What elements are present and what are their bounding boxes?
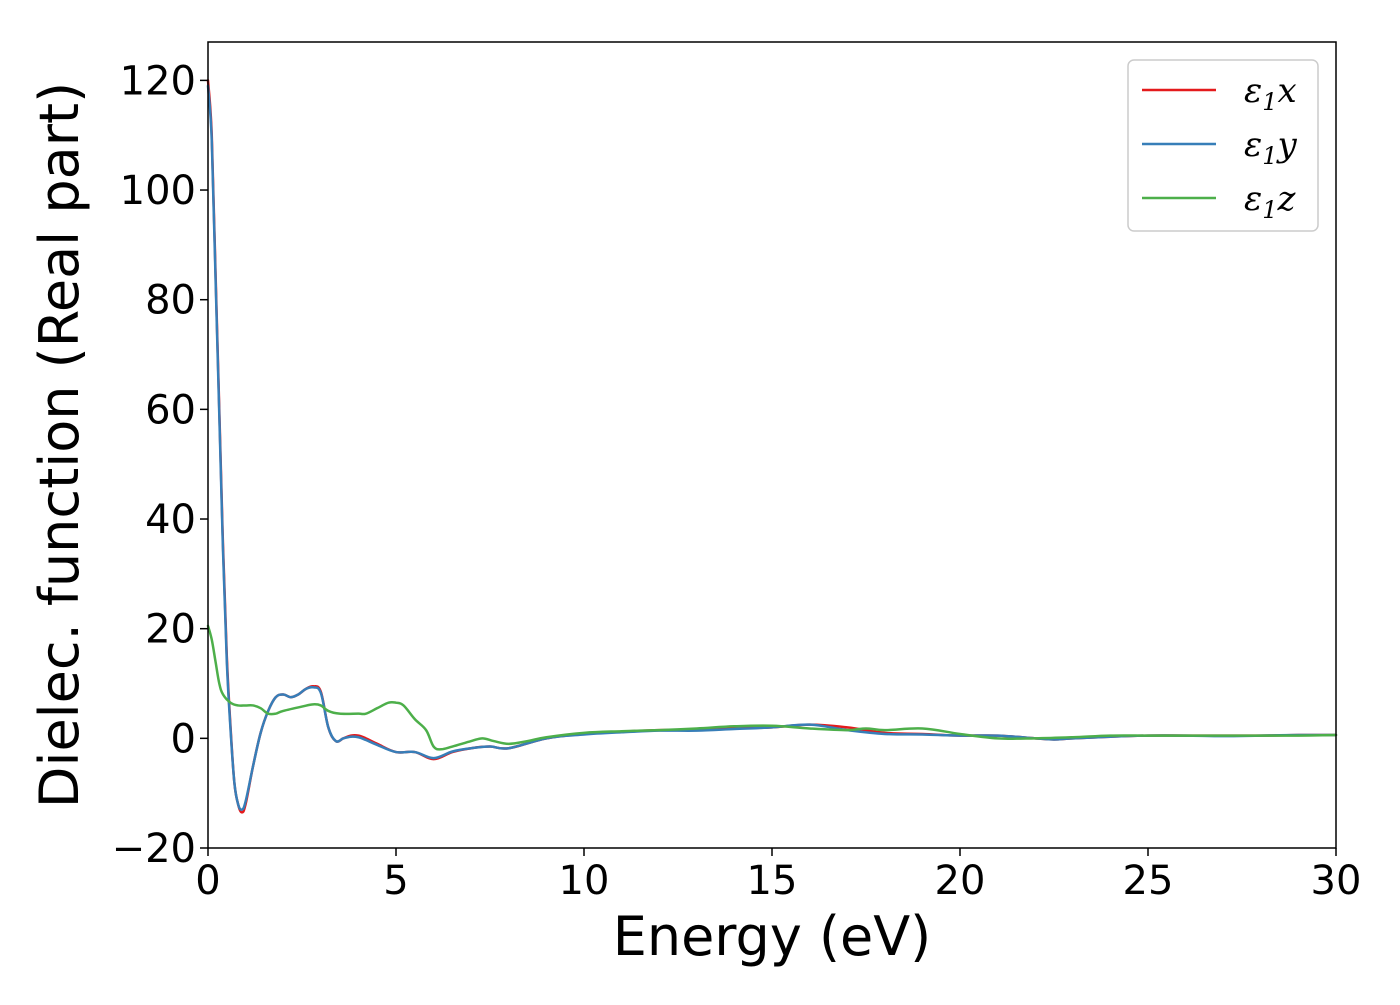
series-layer	[206, 79, 1338, 814]
y-tick-label: 60	[145, 387, 196, 433]
legend-box	[1127, 59, 1319, 232]
y-axis-ticks: −20 0 20 40 60 80 100 120	[112, 58, 208, 872]
y-tick-label: 0	[171, 716, 196, 762]
x-tick-label: 25	[1123, 858, 1174, 904]
y-tick-label: −20	[112, 826, 196, 872]
y-tick-label: 100	[120, 168, 196, 214]
x-tick-label: 10	[559, 858, 610, 904]
legend-label-x: ε1x	[1244, 71, 1297, 116]
legend-label-y: ε1y	[1244, 125, 1298, 170]
legend: ε1x ε1y ε1z	[1127, 59, 1319, 232]
x-tick-label: 5	[383, 858, 408, 904]
legend-label-z: ε1z	[1244, 179, 1297, 224]
y-axis-title: Dielec. function (Real part)	[28, 82, 91, 808]
x-axis-title: Energy (eV)	[613, 905, 932, 968]
x-tick-label: 30	[1311, 858, 1362, 904]
x-tick-label: 0	[195, 858, 220, 904]
series-line-z	[206, 624, 1338, 751]
series-line-y	[206, 84, 1338, 811]
x-axis-ticks: 0 5 10 15 20 25 30	[195, 848, 1361, 904]
x-tick-label: 20	[935, 858, 986, 904]
y-tick-label: 20	[145, 607, 196, 653]
y-tick-label: 80	[145, 278, 196, 324]
y-tick-label: 40	[145, 497, 196, 543]
y-tick-label: 120	[120, 58, 196, 104]
x-tick-label: 15	[747, 858, 798, 904]
